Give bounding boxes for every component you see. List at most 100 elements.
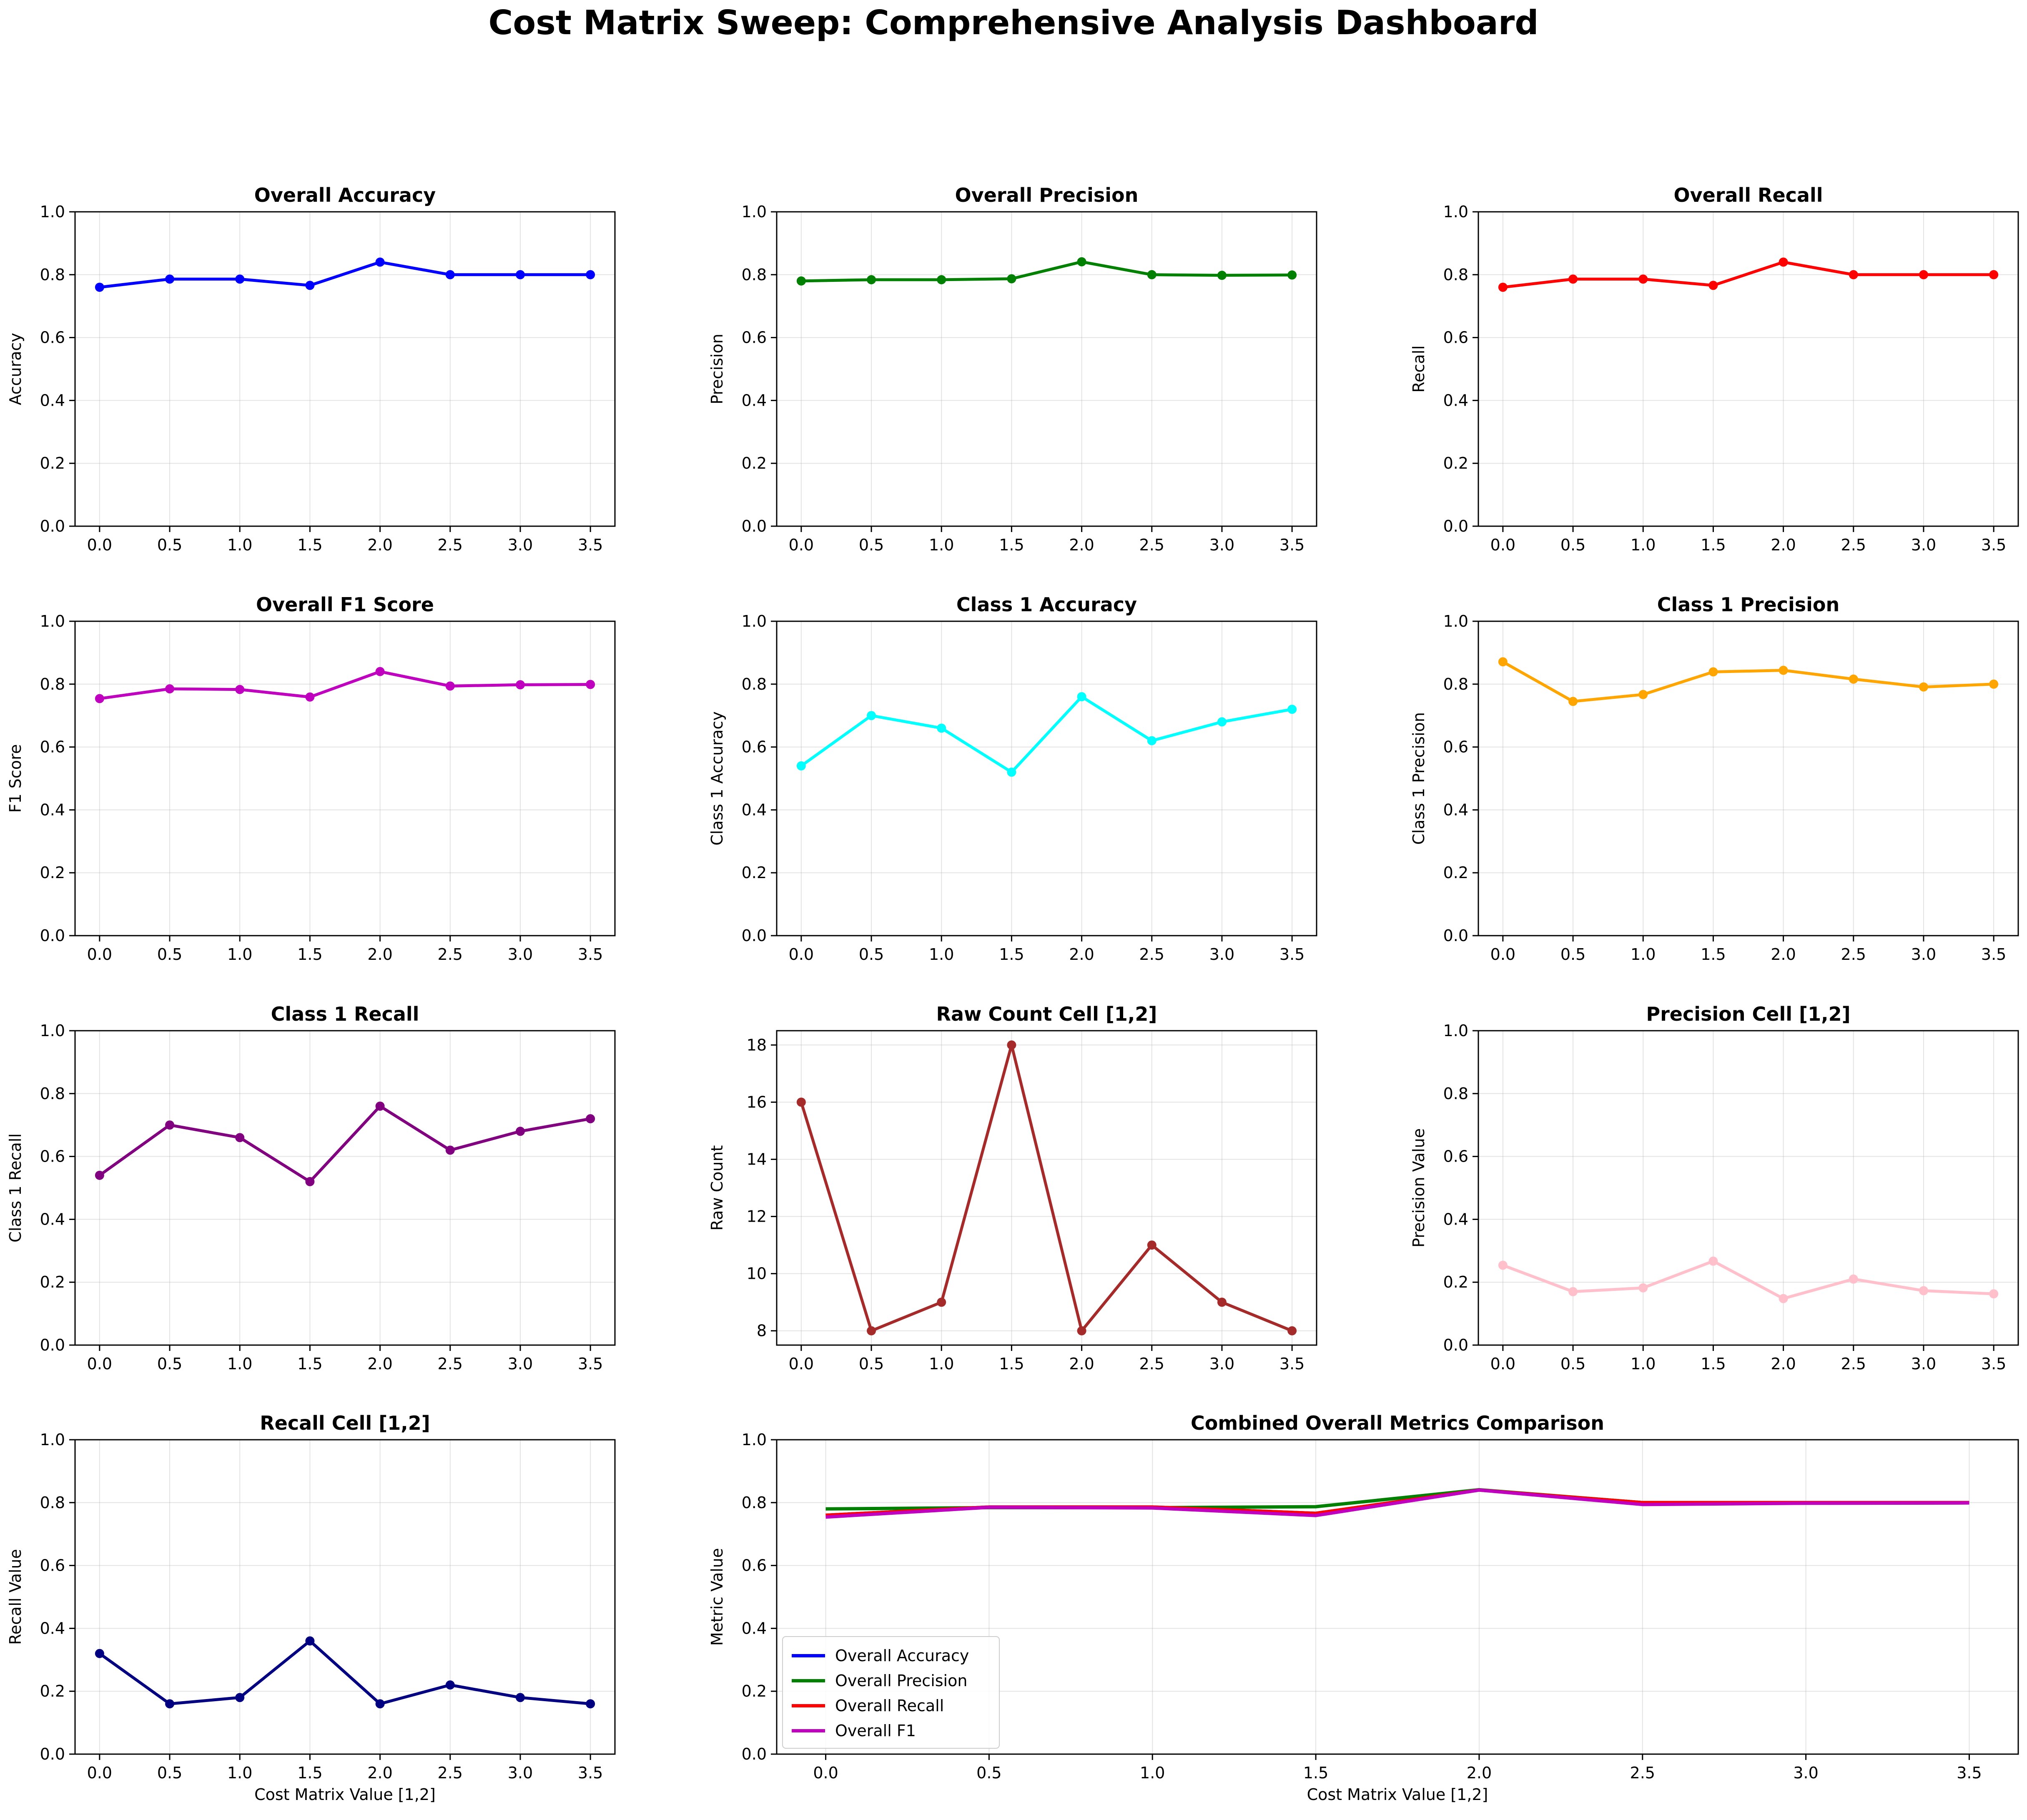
data-point: [305, 281, 315, 290]
x-tick-label: 2.5: [1139, 945, 1164, 964]
x-tick-label: 2.0: [1069, 536, 1094, 554]
data-point: [586, 680, 595, 689]
data-point: [867, 275, 876, 284]
axes-frame: [74, 1030, 616, 1346]
chart-title: Overall F1 Score: [256, 593, 434, 616]
y-tick-label: 0.4: [1443, 391, 1468, 409]
y-tick-label: 0.4: [742, 1619, 767, 1637]
data-point: [1849, 270, 1858, 279]
data-point: [445, 270, 455, 279]
x-tick-label: 3.5: [578, 945, 603, 964]
x-tick-label: 1.5: [999, 536, 1024, 554]
y-tick-label: 1.0: [742, 1431, 767, 1449]
x-tick-label: 0.5: [157, 536, 182, 554]
x-tick-label: 1.5: [1701, 945, 1726, 964]
chart-title: Recall Cell [1,2]: [260, 1412, 430, 1434]
data-point: [1498, 657, 1508, 667]
x-tick-label: 3.0: [508, 1355, 533, 1373]
y-tick-label: 0.2: [742, 864, 767, 882]
data-point: [1498, 282, 1508, 292]
y-tick-label: 0.6: [40, 738, 65, 756]
data-point: [1989, 679, 1999, 689]
chart-c1acc: 0.0 0.5 1.0 1.5 2.0 2.5 3.0 3.5 0.0 0.2 0.4 0.6 0.8 1…: [708, 593, 1317, 964]
chart-combined: 0.0 0.5 1.0 1.5 2.0 2.5 3.0 3.5 0.0 0.2 0.4 0.6 0.8 1…: [708, 1412, 2019, 1804]
x-tick-label: 0.0: [1490, 536, 1515, 554]
series-line-1: [800, 695, 1292, 774]
y-tick-label: 0.0: [742, 517, 767, 535]
data-point: [1919, 682, 1928, 692]
y-tick-label: 0.4: [742, 391, 767, 409]
data-point: [305, 692, 315, 702]
x-tick-label: 0.5: [157, 1355, 182, 1373]
x-tick-label: 1.0: [929, 945, 954, 964]
y-axis-label: F1 Score: [6, 744, 25, 813]
legend-label: Overall Recall: [835, 1697, 944, 1715]
data-point: [375, 667, 385, 676]
x-tick-label: 1.0: [1631, 1355, 1656, 1373]
y-tick-label: 0.4: [40, 391, 65, 409]
data-point: [1638, 274, 1648, 284]
data-point: [1077, 692, 1086, 701]
legend-label: Overall Accuracy: [835, 1647, 969, 1665]
y-tick-label: 0.8: [40, 1494, 65, 1512]
y-axis-label: Accuracy: [6, 333, 25, 405]
y-tick-label: 0.0: [1443, 517, 1468, 535]
data-point: [1779, 665, 1788, 675]
legend: Overall Accuracy Overall Precision Overall…: [782, 1636, 1000, 1749]
x-tick-label: 3.5: [1981, 1355, 2006, 1373]
y-axis-label: Precision Value: [1410, 1128, 1428, 1248]
x-tick-label: 2.0: [367, 945, 392, 964]
x-axis-label: Cost Matrix Value [1,2]: [254, 1785, 436, 1804]
x-tick-label: 2.0: [1069, 945, 1094, 964]
data-point: [1989, 1289, 1999, 1299]
x-tick-label: 1.0: [1631, 945, 1656, 964]
y-axis-label: Recall: [1410, 345, 1428, 392]
x-tick-label: 1.5: [1303, 1764, 1328, 1782]
x-tick-label: 1.0: [1140, 1764, 1165, 1782]
data-point: [235, 274, 245, 284]
data-point: [1638, 690, 1648, 699]
y-axis-label: Metric Value: [708, 1548, 726, 1646]
x-tick-label: 0.5: [1560, 945, 1585, 964]
x-axis-label: Cost Matrix Value [1,2]: [1307, 1785, 1488, 1804]
data-point: [235, 685, 245, 694]
x-tick-label: 3.5: [1981, 945, 2006, 964]
data-point: [375, 257, 385, 267]
y-tick-label: 0.6: [742, 329, 767, 347]
x-tick-label: 0.0: [789, 536, 814, 554]
y-tick-label: 0.4: [40, 801, 65, 819]
y-tick-label: 1.0: [742, 203, 767, 221]
x-tick-label: 3.0: [508, 945, 533, 964]
data-point: [1147, 1240, 1156, 1250]
x-tick-label: 1.5: [999, 1355, 1024, 1373]
axes-frame: [776, 211, 1317, 527]
y-tick-label: 0.0: [1443, 1336, 1468, 1354]
x-tick-label: 1.0: [1631, 536, 1656, 554]
chart-title: Overall Precision: [955, 184, 1139, 206]
data-point: [1708, 1256, 1718, 1266]
data-point: [515, 1693, 525, 1702]
x-tick-label: 3.0: [508, 1764, 533, 1782]
series-line-1: [1502, 660, 1994, 703]
y-tick-label: 18: [747, 1036, 767, 1054]
y-tick-label: 0.6: [40, 329, 65, 347]
x-tick-label: 1.5: [1701, 536, 1726, 554]
data-point: [1007, 274, 1016, 284]
y-axis-label: Raw Count: [708, 1145, 726, 1231]
y-tick-label: 0.8: [1443, 675, 1468, 693]
y-axis-label: Class 1 Recall: [6, 1133, 25, 1243]
x-tick-label: 1.0: [227, 945, 252, 964]
data-point: [1007, 1040, 1016, 1050]
x-tick-label: 0.0: [87, 945, 112, 964]
x-tick-label: 1.5: [999, 945, 1024, 964]
x-tick-label: 1.5: [297, 536, 322, 554]
data-point: [1708, 667, 1718, 677]
series-line-1: [98, 1105, 591, 1183]
chart-acc: 0.0 0.5 1.0 1.5 2.0 2.5 3.0 3.5 0.0 0.2 0.4 0.6 0.8 1…: [6, 184, 616, 554]
x-tick-label: 2.5: [1841, 536, 1866, 554]
chart-title: Precision Cell [1,2]: [1646, 1003, 1850, 1025]
y-tick-label: 0.4: [1443, 1210, 1468, 1228]
chart-rec: 0.0 0.5 1.0 1.5 2.0 2.5 3.0 3.5 0.0 0.2 0.4 0.6 0.8 1…: [1410, 184, 2019, 554]
chart-title: Combined Overall Metrics Comparison: [1191, 1412, 1604, 1434]
